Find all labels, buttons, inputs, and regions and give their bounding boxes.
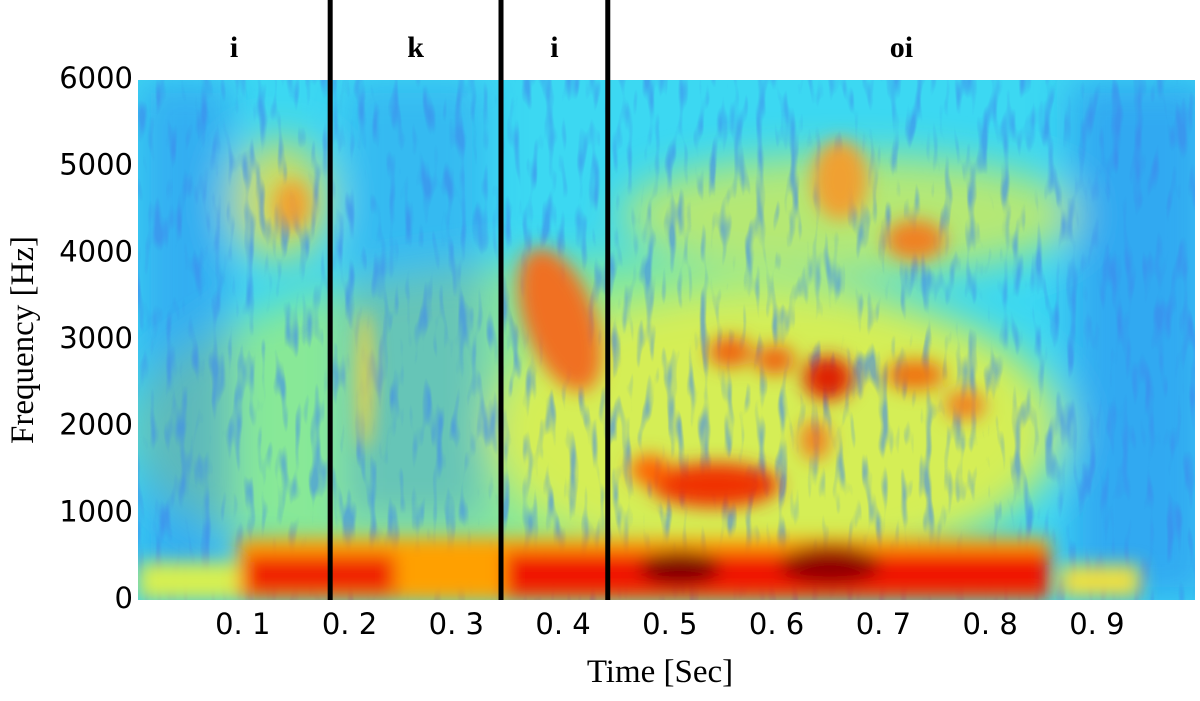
x-tick-label: 0. 9 <box>1069 607 1124 641</box>
y-tick-label: 2000 <box>59 408 133 442</box>
x-axis-label: Time [Sec] <box>587 654 733 690</box>
segment-label: oi <box>890 31 913 64</box>
x-tick-label: 0. 8 <box>962 607 1017 641</box>
segment-label: i <box>550 31 558 64</box>
x-tick-label: 0. 3 <box>429 607 484 641</box>
segment-label: k <box>407 31 424 64</box>
x-tick-label: 0. 1 <box>215 607 270 641</box>
x-tick-label: 0. 2 <box>322 607 377 641</box>
y-tick-label: 0 <box>115 581 133 615</box>
x-tick-label: 0. 7 <box>856 607 911 641</box>
x-tick-label: 0. 4 <box>535 607 590 641</box>
y-tick-label: 5000 <box>59 148 133 182</box>
x-tick-label: 0. 6 <box>749 607 804 641</box>
spectrogram-image <box>138 80 1195 600</box>
y-tick-label: 3000 <box>59 321 133 355</box>
segment-label: i <box>230 31 238 64</box>
y-tick-label: 1000 <box>59 494 133 528</box>
y-tick-label: 6000 <box>59 61 133 95</box>
y-axis-label: Frequency [Hz] <box>5 236 41 444</box>
y-tick-label: 4000 <box>59 234 133 268</box>
x-tick-label: 0. 5 <box>642 607 697 641</box>
